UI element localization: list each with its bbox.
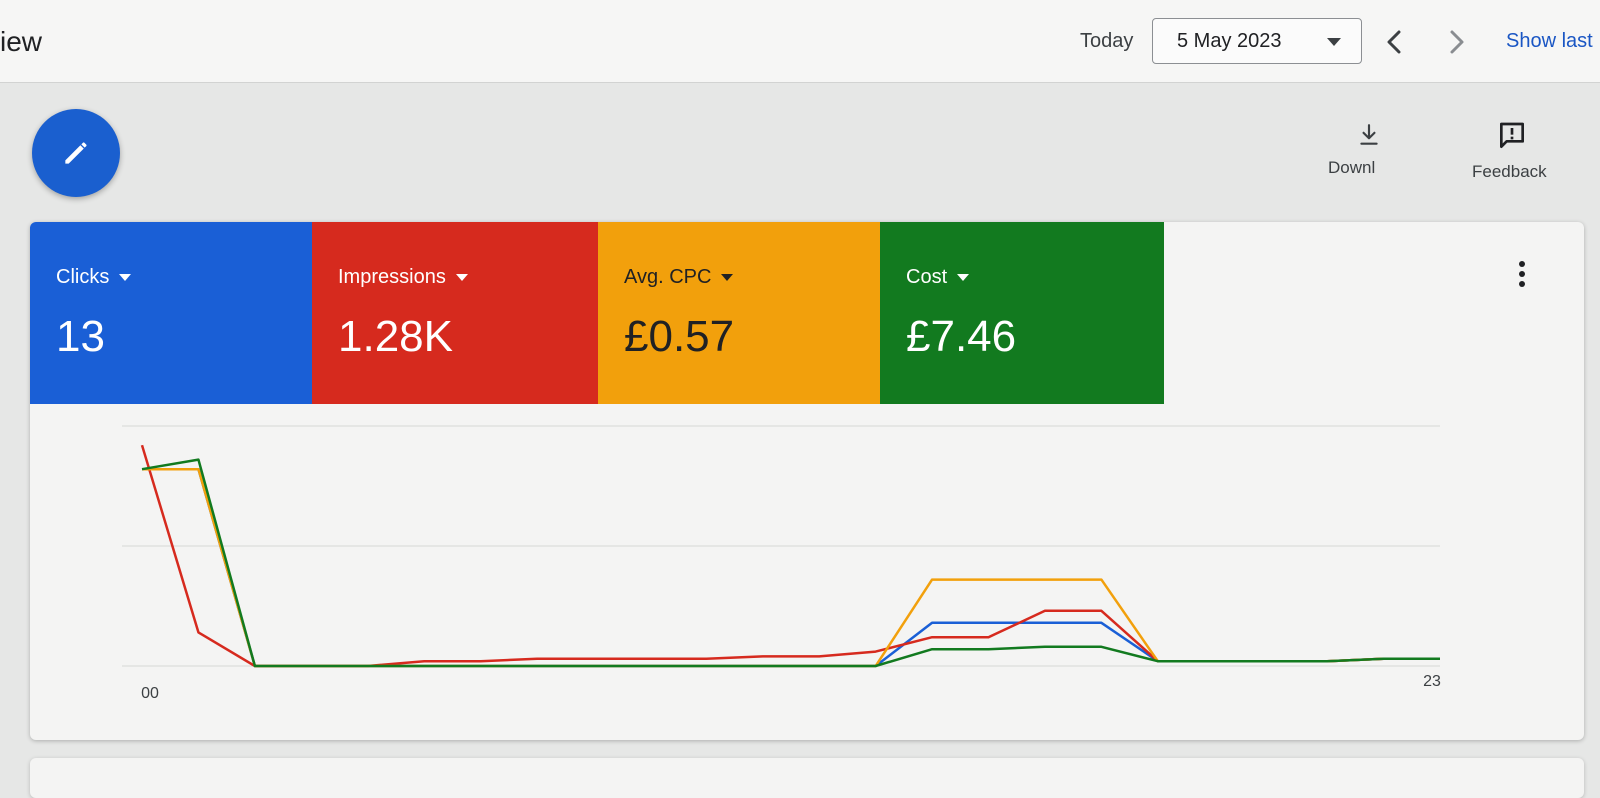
x-tick-label: 23 — [1423, 673, 1441, 690]
metric-tile-clicks[interactable]: Clicks 13 — [30, 222, 312, 404]
metric-label: Cost — [906, 266, 970, 289]
pencil-icon — [65, 142, 87, 164]
feedback-label: Feedback — [1472, 162, 1547, 181]
next-card — [30, 758, 1584, 798]
chart-series — [140, 444, 1440, 668]
metric-value: £0.57 — [624, 312, 735, 361]
caret-down-icon — [455, 274, 468, 282]
chart-x-axis: 00 23 — [141, 673, 1441, 702]
more-vert-icon — [1519, 261, 1525, 267]
show-last-link[interactable]: Show last — [1506, 30, 1593, 52]
series-line-1 — [140, 444, 1440, 668]
top-header: iew Today 5 May 2023 Show last — [0, 0, 1600, 83]
download-button[interactable]: Downl — [1316, 118, 1396, 184]
caret-down-icon — [957, 274, 970, 282]
metric-value: 1.28K — [338, 312, 453, 361]
feedback-button[interactable]: Feedback — [1460, 118, 1570, 184]
metric-label: Clicks — [56, 266, 132, 289]
performance-card: Clicks 13 Impressions 1.28K Avg. CPC £0.… — [30, 222, 1584, 740]
chevron-left-icon — [1387, 30, 1401, 54]
feedback-icon — [1500, 122, 1524, 148]
edit-button[interactable] — [32, 109, 120, 197]
series-line-3 — [141, 458, 1440, 668]
metric-tile-cost[interactable]: Cost £7.46 — [880, 222, 1164, 404]
date-value: 5 May 2023 — [1177, 30, 1282, 52]
download-icon — [1360, 124, 1378, 145]
page-title: iew — [0, 26, 43, 57]
previous-period-button[interactable] — [1375, 22, 1415, 62]
metric-value: 13 — [56, 312, 105, 361]
metric-tile-impressions[interactable]: Impressions 1.28K — [312, 222, 598, 404]
performance-line-chart: 00 23 — [122, 425, 1441, 702]
metric-tile-avg-cpc[interactable]: Avg. CPC £0.57 — [598, 222, 880, 404]
today-label: Today — [1080, 30, 1134, 52]
chevron-right-icon — [1450, 30, 1464, 54]
date-picker[interactable]: 5 May 2023 — [1152, 18, 1362, 64]
x-tick-label: 00 — [141, 685, 159, 702]
metric-value: £7.46 — [906, 312, 1017, 361]
caret-down-icon — [119, 274, 132, 282]
series-line-0 — [142, 467, 1440, 668]
chevron-down-icon — [1327, 38, 1341, 46]
download-label: Downl — [1328, 158, 1376, 177]
metric-label: Avg. CPC — [624, 266, 734, 289]
caret-down-icon — [721, 274, 734, 282]
more-options-button[interactable] — [1510, 258, 1534, 298]
next-period-button[interactable] — [1436, 22, 1476, 62]
chart-gridlines — [122, 425, 1440, 667]
metric-label: Impressions — [338, 266, 468, 289]
series-line-2 — [142, 467, 1440, 668]
